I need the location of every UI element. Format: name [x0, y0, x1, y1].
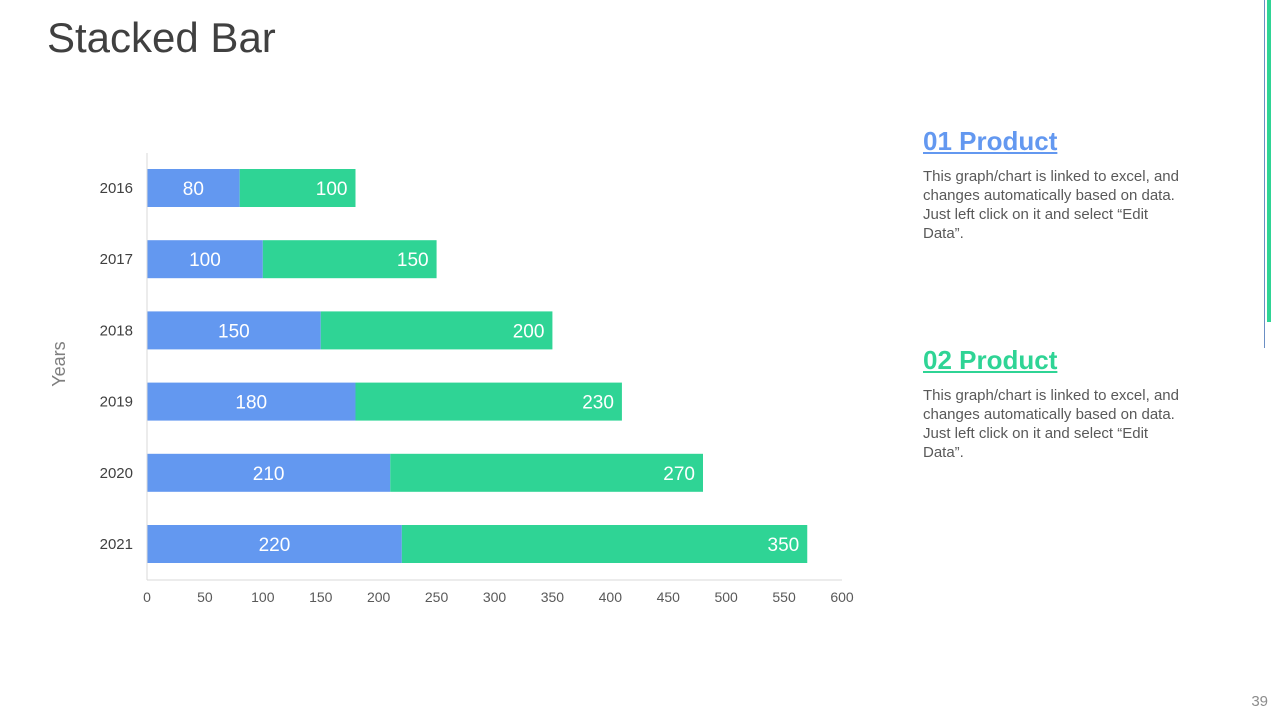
data-label: 230 — [582, 393, 614, 414]
bar-segment-series-1 — [147, 453, 391, 492]
bar-segment-series-2 — [355, 382, 622, 421]
x-tick-label: 600 — [830, 589, 854, 605]
y-axis-title: Years — [49, 341, 69, 386]
data-label: 220 — [259, 535, 291, 556]
x-tick-label: 150 — [309, 589, 333, 605]
page-title: Stacked Bar — [47, 14, 276, 61]
data-label: 150 — [218, 321, 250, 342]
data-label: 80 — [183, 179, 204, 200]
bar-segment-series-2 — [390, 453, 703, 492]
x-tick-label: 350 — [541, 589, 565, 605]
y-tick-label: 2020 — [100, 465, 133, 482]
bar-segment-series-2 — [401, 525, 808, 563]
x-tick-label: 450 — [657, 589, 681, 605]
bar-segment-series-2 — [320, 311, 553, 350]
accent-line — [1264, 0, 1265, 348]
y-tick-label: 2021 — [100, 536, 133, 553]
accent-bar — [1267, 0, 1271, 322]
bar-segment-series-1 — [147, 311, 321, 350]
product-2-heading[interactable]: 02 Product — [923, 345, 1058, 375]
data-label: 100 — [189, 250, 221, 271]
data-label: 180 — [235, 393, 267, 414]
page-number: 39 — [1251, 693, 1268, 710]
data-label: 200 — [513, 321, 545, 342]
y-tick-label: 2017 — [100, 251, 133, 268]
x-tick-label: 550 — [772, 589, 796, 605]
data-label: 350 — [768, 535, 800, 556]
data-label: 100 — [316, 179, 348, 200]
bars-layer: 80 100 100 150 150 200 180 230 210 270 220 350 — [147, 169, 808, 563]
product-1-block: 01 Product This graph/chart is linked to… — [923, 126, 1188, 243]
data-label: 150 — [397, 250, 429, 271]
bar-segment-series-2 — [239, 169, 356, 207]
y-tick-label: 2018 — [100, 322, 133, 339]
x-tick-label: 0 — [143, 589, 151, 605]
y-tick-label: 2019 — [100, 394, 133, 411]
data-label: 270 — [663, 464, 695, 485]
bar-segment-series-1 — [147, 169, 240, 207]
bar-segment-series-1 — [147, 382, 356, 421]
x-tick-label: 50 — [197, 589, 213, 605]
x-tick-label: 400 — [599, 589, 623, 605]
x-tick-label: 100 — [251, 589, 275, 605]
product-2-description: This graph/chart is linked to excel, and… — [923, 387, 1179, 462]
bar-segment-series-1 — [147, 525, 402, 563]
axis-layer: 0 50 100 150 200 250 300 350 400 450 500 550 600 2016… — [100, 153, 854, 605]
product-2-block: 02 Product This graph/chart is linked to… — [923, 345, 1188, 462]
x-tick-label: 300 — [483, 589, 507, 605]
data-label: 210 — [253, 464, 285, 485]
x-tick-label: 250 — [425, 589, 449, 605]
y-tick-label: 2016 — [100, 180, 133, 197]
x-tick-label: 500 — [714, 589, 738, 605]
product-1-description: This graph/chart is linked to excel, and… — [923, 168, 1179, 243]
bar-segment-series-1 — [147, 240, 263, 279]
stacked-bar-chart: 80 100 100 150 150 200 180 230 210 270 220 350 0 50 1… — [49, 153, 854, 605]
product-1-heading[interactable]: 01 Product — [923, 126, 1058, 156]
x-tick-label: 200 — [367, 589, 391, 605]
bar-segment-series-2 — [262, 240, 437, 279]
